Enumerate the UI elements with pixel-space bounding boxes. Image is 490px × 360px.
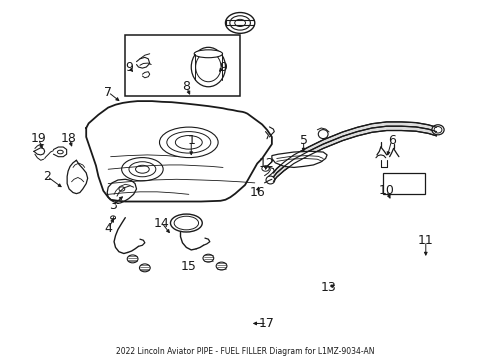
PathPatch shape <box>273 122 437 181</box>
Text: 7: 7 <box>104 86 112 99</box>
Text: 12: 12 <box>259 157 275 170</box>
Text: 13: 13 <box>320 281 336 294</box>
Ellipse shape <box>266 176 275 184</box>
Text: 10: 10 <box>379 184 394 197</box>
Text: 17: 17 <box>259 317 275 330</box>
Bar <box>125 35 240 96</box>
Ellipse shape <box>127 255 138 263</box>
Text: 3: 3 <box>109 199 117 212</box>
Ellipse shape <box>140 264 150 272</box>
Ellipse shape <box>122 158 163 181</box>
Text: 6: 6 <box>388 134 395 147</box>
Text: 18: 18 <box>61 132 77 145</box>
Text: 14: 14 <box>154 216 170 230</box>
Text: 11: 11 <box>418 234 434 247</box>
Text: 9: 9 <box>125 60 133 73</box>
Text: 8: 8 <box>182 80 191 93</box>
Ellipse shape <box>194 50 222 58</box>
Text: 4: 4 <box>104 222 112 235</box>
Text: 9: 9 <box>219 60 227 73</box>
Text: 5: 5 <box>299 134 308 147</box>
Ellipse shape <box>432 125 444 135</box>
Ellipse shape <box>171 214 202 232</box>
Ellipse shape <box>159 127 218 158</box>
Text: 15: 15 <box>181 260 197 273</box>
Polygon shape <box>272 151 327 167</box>
Ellipse shape <box>191 47 225 87</box>
Text: 2022 Lincoln Aviator PIPE - FUEL FILLER Diagram for L1MZ-9034-AN: 2022 Lincoln Aviator PIPE - FUEL FILLER … <box>116 347 374 356</box>
Ellipse shape <box>203 254 214 262</box>
Ellipse shape <box>225 13 255 33</box>
Ellipse shape <box>216 262 227 270</box>
Text: 1: 1 <box>187 134 195 147</box>
Ellipse shape <box>111 216 116 220</box>
Text: 16: 16 <box>249 186 265 199</box>
Text: 2: 2 <box>43 170 51 183</box>
Ellipse shape <box>318 130 328 139</box>
Text: 19: 19 <box>30 132 46 145</box>
